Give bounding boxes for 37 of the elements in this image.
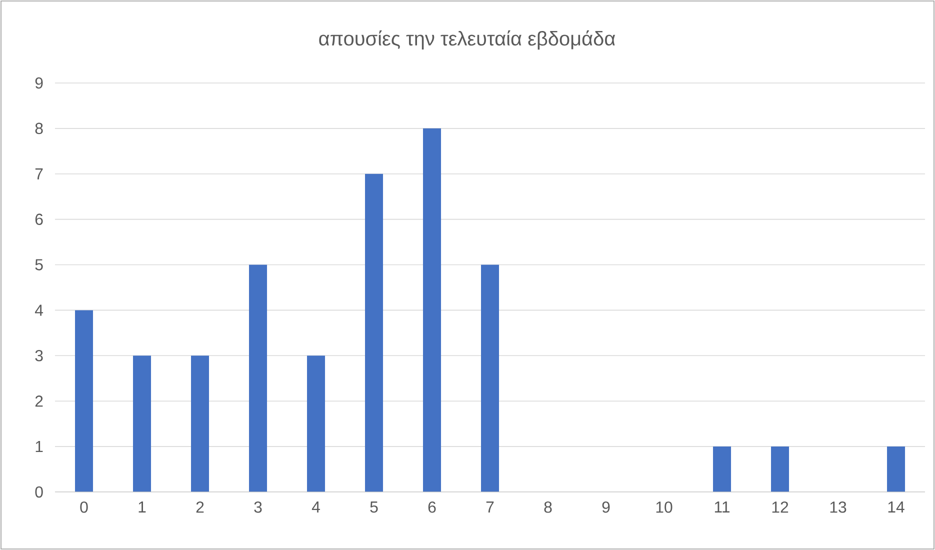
x-tick-label: 8 [544, 502, 552, 513]
bar [191, 356, 210, 492]
y-tick-label: 1 [36, 441, 43, 452]
x-tick-label: 11 [714, 502, 730, 512]
y-tick-label: 3 [35, 350, 43, 362]
y-tick-label: 5 [35, 259, 43, 270]
x-tick-label: 13 [830, 502, 846, 513]
x-tick-label: 10 [656, 502, 672, 513]
bar [75, 310, 94, 492]
bar [307, 356, 326, 492]
y-tick-label: 6 [35, 214, 43, 225]
x-tick-label: 7 [486, 502, 494, 512]
x-tick-label: 2 [196, 502, 204, 513]
x-tick-label: 4 [312, 502, 320, 512]
bar [423, 128, 442, 492]
y-tick-label: 4 [34, 304, 44, 316]
chart-title: απουσίες την τελευταία εβδομάδα [319, 30, 616, 50]
x-tick-label: 1 [138, 502, 146, 512]
x-tick-label: 9 [602, 502, 610, 513]
x-tick-label: 6 [428, 502, 436, 513]
x-tick-label: 3 [254, 502, 262, 513]
bar [133, 356, 152, 492]
bar [249, 264, 268, 492]
y-tick-label: 9 [35, 77, 43, 89]
y-tick-label: 2 [35, 396, 43, 407]
y-tick-label: 0 [35, 486, 43, 498]
bar [481, 264, 500, 492]
y-tick-label: 8 [35, 122, 43, 134]
y-tick-label: 7 [35, 168, 43, 180]
x-tick-label: 5 [370, 502, 378, 513]
bar [365, 174, 384, 492]
x-tick-label: 14 [888, 502, 904, 512]
bar [771, 446, 790, 492]
x-tick-label: 12 [772, 502, 788, 513]
bar [887, 446, 906, 492]
x-tick-label: 0 [80, 502, 88, 513]
bar [713, 446, 732, 492]
